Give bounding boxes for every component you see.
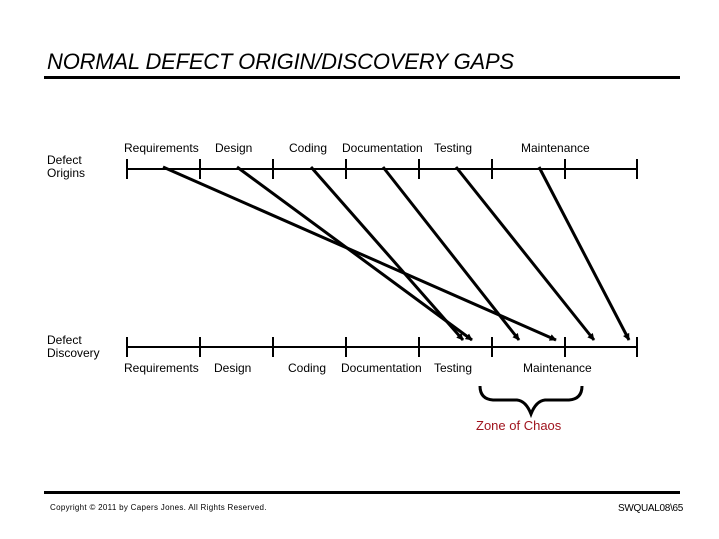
defect-discovery-label-line2: Discovery <box>47 346 100 360</box>
top-phase-design: Design <box>215 141 253 155</box>
zone-of-chaos-brace <box>478 385 584 419</box>
bottom-phase-design: Design <box>214 361 252 375</box>
bottom-phase-requirements: Requirements <box>124 361 199 375</box>
discovery-timeline <box>126 337 638 357</box>
copyright-notice: Copyright © 2011 by Capers Jones. All Ri… <box>50 503 267 512</box>
bottom-phase-testing: Testing <box>434 361 473 375</box>
testing-defect-arrow <box>454 166 596 341</box>
title-underline <box>44 76 680 79</box>
top-phase-testing: Testing <box>434 141 473 155</box>
defect-origins-label-line1: Defect <box>47 153 82 167</box>
bottom-phase-documentation: Documentation <box>341 361 422 375</box>
requirements-defect-arrow <box>162 165 557 342</box>
design-defect-arrow <box>236 165 473 342</box>
top-phase-documentation: Documentation <box>342 141 423 155</box>
top-phase-requirements: Requirements <box>124 141 199 155</box>
maintenance-defect-arrow <box>537 166 631 341</box>
zone-of-chaos-label: Zone of Chaos <box>476 418 562 433</box>
defect-discovery-label-line1: Defect <box>47 333 82 347</box>
slide-title: NORMAL DEFECT ORIGIN/DISCOVERY GAPS <box>47 49 514 74</box>
footer-rule <box>44 491 680 494</box>
bottom-phase-coding: Coding <box>288 361 327 375</box>
documentation-defect-arrow <box>381 166 521 341</box>
origins-timeline <box>126 159 638 179</box>
coding-defect-arrow <box>309 166 465 341</box>
gap-arrows <box>162 165 631 342</box>
slide-id: SWQUAL08\65 <box>618 503 684 514</box>
bottom-phase-maintenance: Maintenance <box>523 361 592 375</box>
defect-origins-label-line2: Origins <box>47 166 86 180</box>
top-phase-coding: Coding <box>289 141 328 155</box>
top-phase-maintenance: Maintenance <box>521 141 590 155</box>
